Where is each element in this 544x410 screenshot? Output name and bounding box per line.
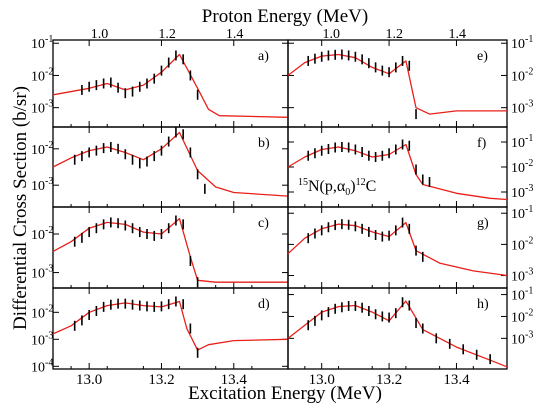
panel-label: h) [477,297,489,312]
y-tick-label: 10-3 [31,330,53,348]
y-tick-label: 10-2 [31,225,53,243]
y-tick-label: 10-1 [511,34,533,52]
y-tick-label: 10-3 [31,99,53,117]
x-tick-label: 13.4 [443,372,470,388]
x-tick-label: 13.0 [76,372,102,388]
panel-label: g) [477,216,489,231]
x-tick-label: 13.0 [309,372,335,388]
y-tick-label: 10-2 [31,303,53,321]
y-tick-label: 10-1 [511,133,533,151]
panel-label: c) [258,216,269,231]
y-tick-label: 10-3 [31,176,53,194]
panel-frame [52,206,289,289]
y-tick-label: 10-1 [511,204,533,222]
panel-label: b) [258,136,270,151]
y-tick-label: 10-2 [31,66,53,84]
panel-e: 1.0 1.2 1.4 10-3 10-2 10-1 e) [287,27,533,128]
panel-b: 10-3 10-2 b) [31,126,289,208]
y-tick-label: 10-3 [511,99,533,117]
bottom-axis-label: Excitation Energy (MeV) [188,383,382,404]
fit-curve [52,300,289,351]
panel-c: 10-3 10-2 c) [31,206,289,289]
top-x-tick-label: 1.2 [386,27,404,42]
panel-g: 10-3 10-2 10-1 g) [287,204,533,289]
y-tick-label: 10-3 [511,267,533,285]
top-x-tick-label: 1.4 [226,27,244,42]
panel-frame [287,39,508,128]
y-tick-label: 10-1 [31,34,53,52]
panel-label: f) [477,136,487,151]
panels-group: 1.0 1.2 1.410-310-210-1a)10-310-2 b)10-310-… [31,27,533,388]
fit-curve [52,217,288,283]
top-x-tick-label: 1.0 [323,27,341,42]
panel-label: d) [258,297,270,312]
top-x-tick-label: 1.0 [91,27,109,42]
reaction-label: 15N(p,α0)12C [298,177,376,198]
panel-frame [52,287,289,370]
y-tick-label: 10-2 [511,66,533,84]
x-tick-label: 13.2 [376,372,402,388]
panel-label: e) [477,49,488,64]
panel-frame [287,206,508,289]
y-tick-label: 10-2 [31,140,53,158]
top-x-tick-label: 1.4 [449,27,467,42]
top-x-tick-label: 1.2 [158,27,176,42]
fit-curve [287,221,508,277]
panel-label: a) [258,49,269,64]
x-tick-label: 13.2 [148,372,174,388]
y-tick-label: 10-3 [511,183,533,201]
panel-frame [287,126,508,208]
panel-d: 13.0 13.2 13.4 10-4 10-3 10-2 d) [31,287,289,388]
y-tick-label: 10-2 [511,235,533,253]
fit-curve [287,53,507,115]
y-tick-label: 10-2 [511,307,533,325]
panel-f: 10-3 10-2 10-1 f) [287,126,533,208]
y-tick-label: 10-3 [31,264,53,282]
y-tick-label: 10-4 [31,357,53,375]
fit-curve [52,131,289,197]
panel-a: 1.0 1.2 1.4 10-3 10-2 10-1 a) [31,27,289,128]
panel-h: 13.0 13.2 13.4 10-3 10-2 10-1 h) [287,286,533,388]
y-tick-label: 10-1 [511,286,533,304]
x-tick-label: 13.4 [221,372,248,388]
y-tick-label: 10-3 [511,329,533,347]
fit-curve [287,300,508,368]
y-axis-label: Differential Cross Section (b/sr) [10,86,31,330]
panel-frame [52,126,289,208]
panel-frame [287,287,508,370]
panel-frame [52,39,289,128]
top-axis-label: Proton Energy (MeV) [202,6,368,27]
fit-curve [52,53,289,118]
y-tick-label: 10-2 [511,158,533,176]
